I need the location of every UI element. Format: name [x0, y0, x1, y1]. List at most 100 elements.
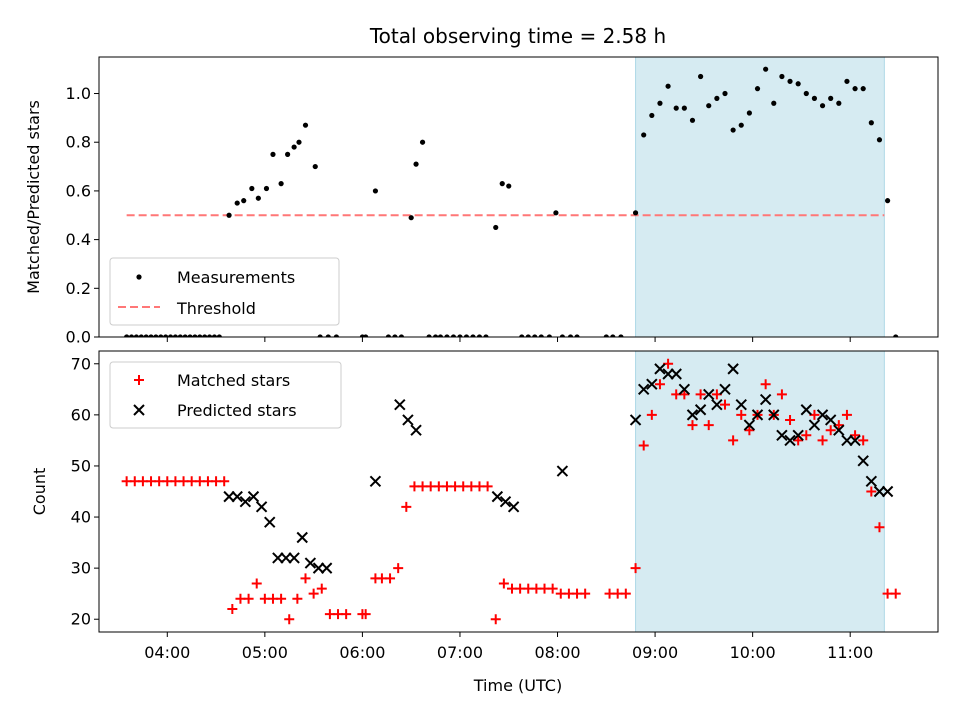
predicted-star-point	[703, 388, 715, 401]
measurement-point	[385, 334, 392, 337]
bottom-y-tick-label: 30	[71, 559, 91, 578]
measurement-point	[574, 334, 580, 337]
measurement-point	[754, 86, 761, 92]
matched-stars-series	[121, 358, 901, 625]
predicted-star-point	[499, 496, 512, 508]
measurement-point	[803, 90, 809, 97]
bottom-y-tick-label: 60	[71, 405, 91, 424]
matched-star-point	[292, 593, 303, 604]
measurement-point	[673, 105, 679, 111]
predicted-star-point	[816, 409, 829, 421]
matched-star-point	[703, 420, 714, 431]
matched-star-point	[858, 435, 869, 446]
measurement-point	[610, 334, 616, 337]
matched-star-point	[825, 425, 836, 436]
measurement-point	[603, 334, 609, 337]
predicted-star-point	[873, 485, 886, 498]
observing-window-highlight	[635, 350, 885, 633]
matched-star-point	[793, 435, 804, 446]
predicted-star-point	[662, 368, 674, 380]
measurement-point	[641, 132, 647, 138]
measurement-point	[138, 334, 144, 337]
measurement-point	[689, 117, 696, 123]
measurement-point	[143, 334, 149, 337]
measurement-point	[525, 334, 531, 337]
predicted-star-point	[686, 409, 699, 421]
measurement-point	[270, 151, 276, 157]
bottom-panel: 20 30 40 50 60 70 04:00 05:00 06:00 07:00 08:00 09:…	[30, 350, 939, 695]
matched-star-point	[728, 435, 739, 446]
measurement-point	[836, 100, 842, 106]
measurement-point	[876, 137, 883, 143]
matched-star-point	[646, 409, 657, 420]
predicted-star-point	[849, 434, 861, 447]
predicted-star-point	[646, 378, 658, 390]
matched-star-point	[630, 563, 641, 574]
bottom-axes-frame	[98, 350, 939, 633]
matched-star-point	[874, 522, 885, 533]
bottom-x-tick-label: 05:00	[242, 643, 288, 662]
measurement-point	[681, 105, 687, 111]
measurement-point	[187, 334, 193, 337]
predicted-star-point	[402, 414, 414, 426]
predicted-star-point	[881, 485, 894, 498]
predicted-star-point	[320, 562, 333, 574]
measurement-point	[317, 334, 323, 337]
measurement-point	[211, 334, 218, 337]
matched-star-point	[744, 425, 755, 436]
legend-matched-label: Matched stars	[177, 371, 290, 390]
top-y-tick-label: 0.8	[66, 133, 91, 152]
matched-star-point	[227, 604, 238, 615]
matched-star-point	[679, 389, 690, 400]
legend-measurements-marker	[136, 274, 142, 280]
predicted-star-point	[239, 496, 252, 508]
measurement-point	[202, 334, 208, 337]
measurement-point	[819, 103, 826, 109]
top-legend: Measurements Threshold	[109, 257, 340, 326]
measurements-series	[124, 66, 899, 337]
matched-star-point	[817, 435, 828, 446]
matched-star-point	[580, 588, 591, 599]
matched-star-point	[385, 573, 396, 584]
measurement-point	[325, 334, 331, 337]
measurement-point	[771, 100, 777, 106]
matched-star-point	[801, 430, 812, 441]
top-y-tick-label: 0.4	[66, 230, 91, 249]
measurement-point	[419, 139, 426, 145]
predicted-star-point	[694, 404, 707, 416]
predicted-star-point	[735, 398, 747, 411]
bottom-x-tick-label: 08:00	[534, 643, 580, 662]
matched-star-point	[841, 409, 852, 420]
measurement-point	[158, 334, 164, 337]
matched-star-point	[620, 588, 631, 599]
bottom-x-tick-label: 11:00	[827, 643, 873, 662]
predicted-star-point	[711, 398, 723, 411]
matched-star-point	[776, 389, 787, 400]
top-y-tick-label: 0.6	[66, 181, 91, 200]
measurement-point	[828, 95, 834, 101]
bottom-y-tick-label: 50	[71, 456, 91, 475]
measurement-point	[649, 112, 655, 119]
measurement-point	[226, 212, 232, 218]
measurement-point	[493, 224, 499, 231]
matched-star-point	[300, 573, 311, 584]
matched-star-point	[490, 614, 501, 625]
measurement-point	[559, 334, 566, 337]
measurement-point	[532, 334, 538, 337]
matched-star-point	[393, 563, 404, 574]
top-legend-box	[109, 257, 340, 326]
measurement-point	[177, 334, 183, 337]
measurement-point	[746, 110, 752, 116]
bottom-y-axis-label: Count	[30, 468, 49, 516]
legend-predicted-marker	[133, 404, 145, 416]
measurement-point	[124, 334, 130, 337]
measurement-point	[241, 198, 247, 204]
predicted-star-point	[288, 552, 300, 564]
measurement-point	[868, 120, 874, 126]
x-axis-label: Time (UTC)	[473, 676, 562, 695]
matched-star-point	[219, 476, 230, 487]
measurement-point	[249, 185, 255, 192]
bottom-x-tick-label: 04:00	[144, 643, 190, 662]
matched-star-point	[276, 593, 287, 604]
